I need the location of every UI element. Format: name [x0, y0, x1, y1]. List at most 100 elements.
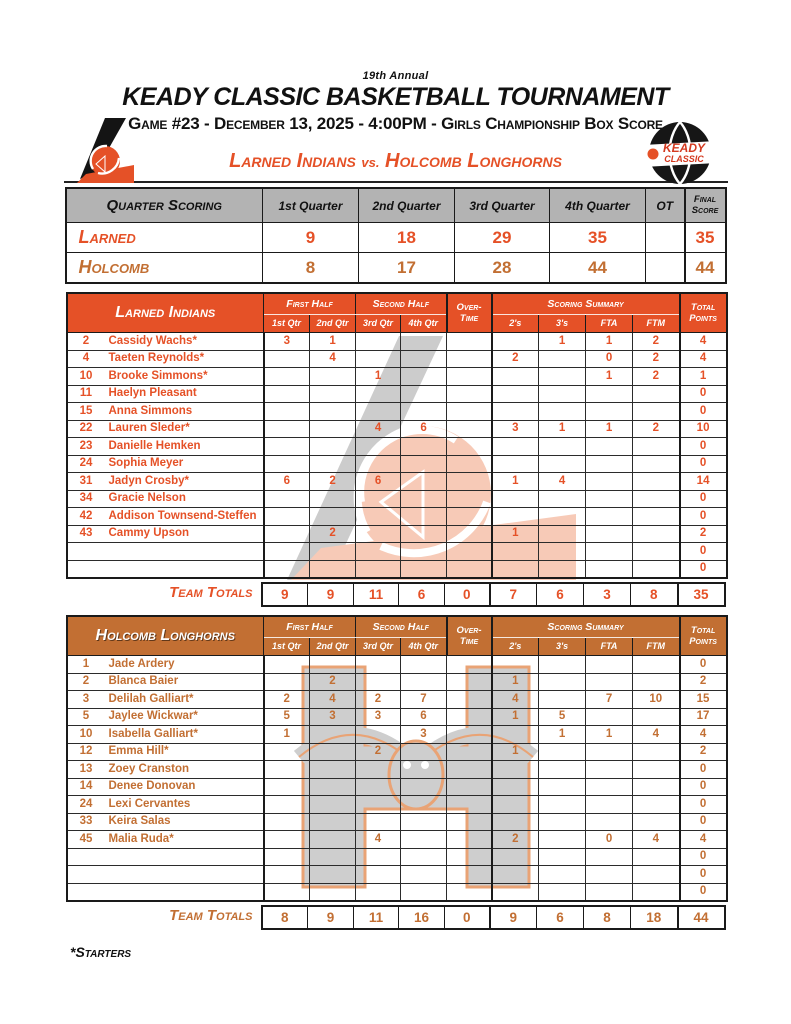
stat-cell: [263, 419, 311, 438]
stat-cell: [491, 332, 540, 351]
holcomb-header-row-1: Holcomb Longhorns First Half Second Half…: [66, 615, 728, 656]
player-number: 42: [66, 507, 105, 526]
player-name: Delilah Galliart*: [104, 690, 265, 709]
stat-cell: 0: [679, 507, 728, 526]
score-cell: 17: [358, 252, 455, 284]
stat-cell: [491, 507, 540, 526]
player-number: 4: [66, 349, 105, 368]
stat-cell: [446, 559, 493, 579]
stat-cell: 4: [632, 725, 681, 744]
team-name-cell: Holcomb: [65, 252, 263, 284]
player-name: Malia Ruda*: [104, 830, 265, 849]
score-cell: 35: [549, 222, 646, 253]
total-stat-cell: 18: [630, 905, 679, 930]
stat-cell: [491, 559, 540, 579]
starters-footnote: *Starters: [70, 944, 132, 960]
stat-cell: [309, 795, 356, 814]
total-stat-cell: 8: [261, 905, 308, 930]
stat-cell: 2: [309, 672, 356, 691]
stat-cell: [585, 559, 634, 579]
score-cell: 8: [262, 252, 359, 284]
player-row: 2 Cassidy Wachs* 3 1 1 1 2 4: [66, 332, 728, 351]
player-row: 13 Zoey Cranston 0: [66, 760, 728, 779]
stat-cell: [491, 760, 540, 779]
stat-cell: [538, 690, 587, 709]
total-stat-cell: 9: [261, 582, 308, 607]
stat-cell: [400, 384, 448, 403]
tournament-title: KEADY CLASSIC BASKETBALL TOURNAMENT: [122, 83, 669, 111]
player-number: 3: [66, 690, 105, 709]
stat-cell: [585, 742, 634, 761]
col-2s: 2's: [491, 313, 540, 334]
total-stat-cell: 7: [489, 582, 537, 607]
matchup-line: Larned Indians vs. Holcomb Longhorns: [0, 150, 791, 173]
player-row: 0: [66, 882, 728, 902]
player-number: 10: [66, 725, 105, 744]
player-name: Zoey Cranston: [104, 760, 265, 779]
stat-cell: [309, 507, 357, 526]
player-number: 13: [66, 760, 105, 779]
stat-cell: [632, 489, 681, 508]
stat-cell: [585, 777, 634, 796]
stat-cell: [400, 472, 448, 491]
player-number: 12: [66, 742, 105, 761]
stat-cell: 4: [679, 830, 728, 849]
total-stat-cell: 11: [353, 905, 399, 930]
stat-cell: [263, 795, 310, 814]
stat-cell: [632, 524, 681, 543]
stat-cell: 6: [399, 707, 448, 726]
player-row: 12 Emma Hill* 2 1 2: [66, 742, 728, 761]
holcomb-box-table: Holcomb Longhorns First Half Second Half…: [65, 615, 728, 902]
stat-cell: [446, 489, 493, 508]
stat-cell: [263, 830, 310, 849]
stat-cell: 1: [585, 332, 634, 351]
player-number: 1: [66, 655, 105, 674]
stat-cell: [538, 760, 587, 779]
col-1st-quarter: 1st Quarter: [262, 187, 359, 223]
stat-cell: 1: [491, 524, 540, 543]
col-2s: 2's: [491, 636, 540, 657]
player-name: [104, 542, 265, 561]
col-ftm: FTM: [632, 636, 681, 657]
stat-cell: [491, 847, 540, 866]
stat-cell: [399, 847, 448, 866]
player-row: 0: [66, 559, 728, 579]
stat-cell: [263, 882, 310, 902]
player-row: 15 Anna Simmons 0: [66, 402, 728, 421]
col-3rd-qtr: 3rd Qtr: [355, 313, 402, 334]
stat-cell: [309, 402, 357, 421]
total-stat-cell: 9: [307, 905, 354, 930]
stat-cell: [632, 454, 681, 473]
stat-cell: [446, 367, 493, 386]
stat-cell: 1: [585, 725, 634, 744]
holcomb-header-row-2: 1st Qtr 2nd Qtr 3rd Qtr 4th Qtr 2's 3's …: [67, 636, 727, 657]
stat-cell: [632, 672, 681, 691]
player-name: Emma Hill*: [104, 742, 265, 761]
stat-cell: 1: [263, 725, 310, 744]
stat-cell: [309, 777, 356, 796]
stat-cell: [632, 402, 681, 421]
header-divider: [63, 181, 728, 183]
stat-cell: [632, 437, 681, 456]
col-4th-qtr: 4th Qtr: [399, 636, 448, 657]
stat-cell: [263, 349, 311, 368]
stat-cell: [491, 437, 540, 456]
player-number: 10: [66, 367, 105, 386]
stat-cell: [263, 812, 310, 831]
stat-cell: [355, 384, 402, 403]
stat-cell: 15: [679, 690, 728, 709]
player-name: [104, 847, 265, 866]
stat-cell: [263, 777, 310, 796]
player-number: 14: [66, 777, 105, 796]
holcomb-totals-values: 8 9 11 16 0 9 6 8 18 44: [261, 905, 725, 930]
stat-cell: [446, 882, 493, 902]
player-row: 4 Taeten Reynolds* 4 2 0 2 4: [66, 349, 728, 368]
stat-cell: [263, 655, 310, 674]
player-row: 24 Lexi Cervantes 0: [66, 795, 728, 814]
scoring-summary-header: Scoring Summary: [491, 292, 681, 315]
stat-cell: 0: [679, 454, 728, 473]
stat-cell: [538, 847, 587, 866]
stat-cell: [400, 559, 448, 579]
stat-cell: [446, 655, 493, 674]
larned-totals-values: 9 9 11 6 0 7 6 3 8 35: [261, 582, 725, 607]
